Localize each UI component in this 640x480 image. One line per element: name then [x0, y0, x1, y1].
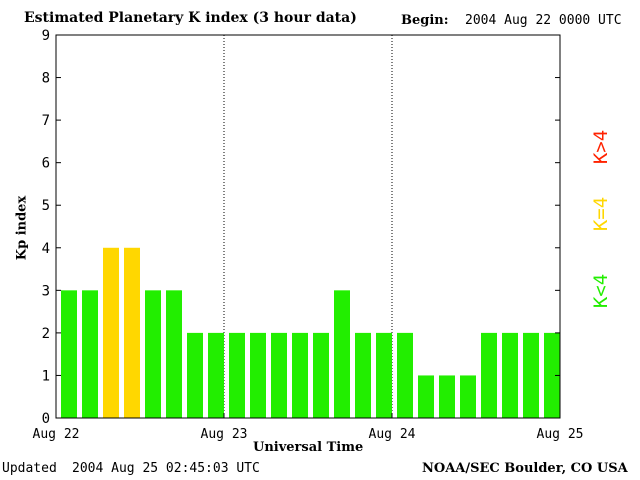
x-tick-label: Aug 22 [33, 427, 80, 442]
updated-value: 2004 Aug 25 02:45:03 UTC [72, 461, 260, 476]
kp-bar [61, 290, 77, 418]
kp-bar [523, 332, 539, 418]
kp-bar [250, 332, 266, 418]
y-tick-label: 0 [42, 411, 50, 427]
x-tick-label: Aug 24 [369, 427, 416, 442]
chart-title: Estimated Planetary K index (3 hour data… [24, 10, 357, 26]
kp-bar [418, 375, 434, 418]
kp-bar [460, 375, 476, 418]
y-tick-label: 7 [42, 113, 50, 129]
y-tick-label: 2 [42, 326, 50, 342]
kp-bar [187, 332, 203, 418]
plot-frame [55, 34, 561, 419]
x-tick-label: Aug 25 [537, 427, 584, 442]
organization-label: NOAA/SEC Boulder, CO USA [422, 461, 628, 476]
kp-bar [145, 290, 161, 418]
kp-bar [166, 290, 182, 418]
y-tick-label: 4 [42, 241, 50, 257]
kp-bar [439, 375, 455, 418]
kp-bar [313, 332, 329, 418]
kp-bar [229, 332, 245, 418]
kp-bar [103, 247, 119, 418]
kp-bar [124, 247, 140, 418]
begin-label: Begin: [401, 13, 449, 28]
y-tick-label: 5 [42, 198, 50, 214]
updated-label: Updated [2, 461, 57, 476]
kp-bar [292, 332, 308, 418]
kp-bar [544, 332, 560, 418]
x-tick-label: Aug 23 [201, 427, 248, 442]
kp-bar [481, 332, 497, 418]
kp-bar [271, 332, 287, 418]
kp-bar [82, 290, 98, 418]
y-tick-label: 1 [42, 368, 50, 384]
kp-bar [334, 290, 350, 418]
y-tick-label: 6 [42, 156, 50, 172]
kp-bar [208, 332, 224, 418]
begin-value: 2004 Aug 22 0000 UTC [465, 13, 622, 28]
kp-bar [397, 332, 413, 418]
y-tick-label: 9 [42, 28, 50, 44]
y-tick-label: 8 [42, 71, 50, 87]
kp-bar [355, 332, 371, 418]
x-axis-label: Universal Time [253, 440, 364, 455]
y-tick-label: 3 [42, 283, 50, 299]
kp-bar [376, 332, 392, 418]
kp-bar [502, 332, 518, 418]
